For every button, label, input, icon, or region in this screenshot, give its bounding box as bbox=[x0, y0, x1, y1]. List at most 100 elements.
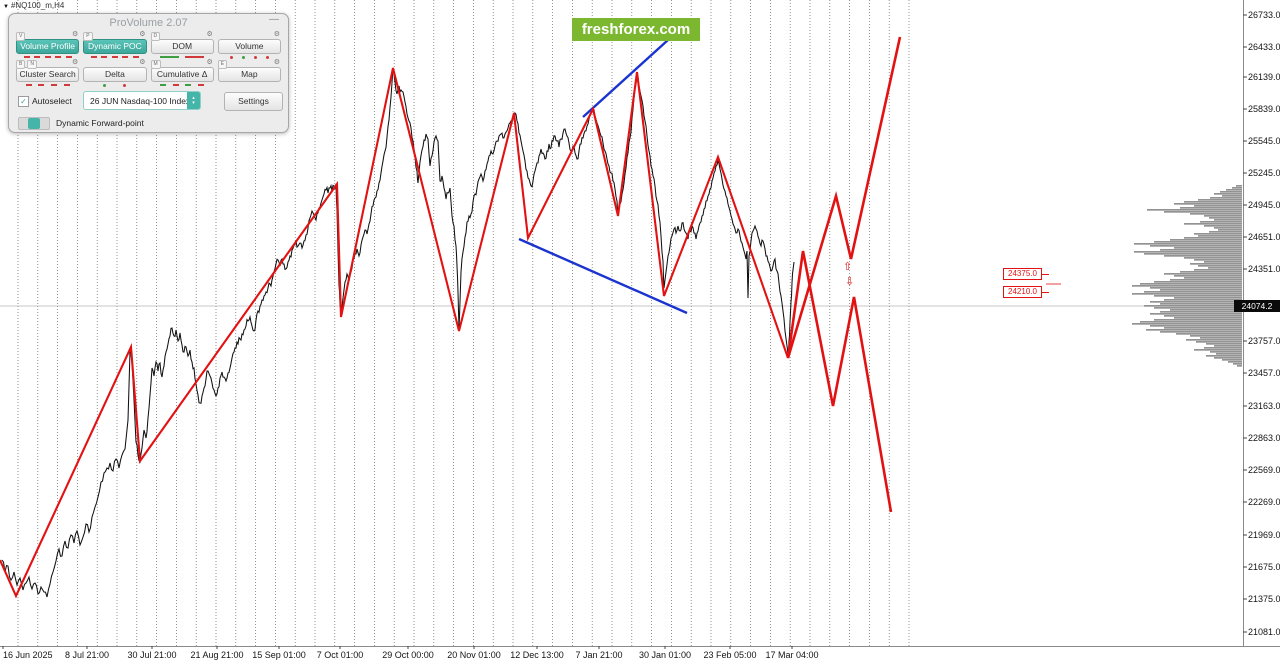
price-axis-label: 22269.0 bbox=[1248, 497, 1280, 507]
autoselect-label: Autoselect bbox=[32, 96, 72, 106]
cell-dynamic-poc: P ⚙ Dynamic POC bbox=[83, 31, 147, 60]
red-dash-indicator bbox=[44, 56, 51, 58]
cell-map: E ⚙ Map bbox=[217, 59, 281, 87]
red-dash-indicator bbox=[90, 56, 97, 58]
panel-button-grid: V ⚙ Volume Profile P ⚙ Dynamic POC D ⚙ DOM … bbox=[16, 31, 281, 88]
red-dash-indicator bbox=[23, 56, 30, 58]
price-axis-label: 25245.0 bbox=[1248, 168, 1280, 178]
red-dot-indicator bbox=[253, 55, 257, 59]
red-dash-indicator bbox=[198, 84, 205, 86]
price-axis-label: 26733.0 bbox=[1248, 10, 1280, 20]
red-dot-indicator bbox=[265, 55, 269, 59]
time-axis-label: 7 Oct 01:00 bbox=[316, 650, 364, 660]
gear-icon[interactable]: ⚙ bbox=[71, 59, 79, 66]
time-axis-label: 21 Aug 21:00 bbox=[190, 650, 244, 660]
cumulative-delta-button[interactable]: Cumulative Δ bbox=[150, 67, 214, 82]
gear-icon[interactable]: ⚙ bbox=[71, 31, 79, 38]
button-indicators bbox=[218, 54, 281, 60]
price-axis-label: 22569.0 bbox=[1248, 465, 1280, 475]
green-dot-indicator bbox=[103, 83, 107, 87]
broker-watermark: freshforex.com bbox=[572, 18, 700, 41]
sell-arrow-icon: ⇩ bbox=[845, 276, 855, 288]
gear-icon[interactable]: ⚙ bbox=[139, 59, 146, 66]
dom-button[interactable]: DOM bbox=[150, 39, 214, 54]
cluster-search-button[interactable]: Cluster Search bbox=[16, 67, 80, 82]
time-axis-label: 7 Jan 21:00 bbox=[575, 650, 623, 660]
toggle-label: Dynamic Forward-point bbox=[56, 118, 144, 128]
select-spinner-icon[interactable]: ▴ ▾ bbox=[187, 92, 200, 109]
forecast-price-flag[interactable]: 24210.0 bbox=[1003, 286, 1049, 298]
toggle-knob[interactable] bbox=[28, 118, 40, 129]
hotkey-chip: D bbox=[150, 32, 161, 41]
gear-icon[interactable]: ⚙ bbox=[206, 59, 213, 66]
time-axis-label: 20 Nov 01:00 bbox=[447, 650, 501, 660]
hotkey-chip: N bbox=[27, 60, 37, 69]
price-axis-label: 26139.0 bbox=[1248, 72, 1280, 82]
current-price-tag: 24074.2 bbox=[1234, 300, 1280, 312]
price-axis-label: 21081.0 bbox=[1248, 627, 1280, 637]
panel-title: ProVolume 2.07 bbox=[109, 17, 188, 29]
cell-delta: ⚙ Delta bbox=[83, 59, 147, 88]
gear-icon[interactable]: ⚙ bbox=[139, 31, 146, 38]
button-indicators bbox=[16, 82, 79, 88]
red-dash-indicator bbox=[55, 56, 62, 58]
forecast-price-flag[interactable]: 24375.0 bbox=[1003, 268, 1049, 280]
red-dash-indicator bbox=[63, 84, 70, 86]
green-line-indicator bbox=[159, 56, 179, 58]
button-indicators bbox=[16, 54, 79, 60]
gear-icon[interactable]: ⚙ bbox=[273, 59, 280, 66]
red-dash-indicator bbox=[111, 56, 118, 58]
price-axis-label: 25545.0 bbox=[1248, 136, 1280, 146]
time-axis-label: 17 Mar 04:00 bbox=[765, 650, 819, 660]
gear-icon[interactable]: ⚙ bbox=[206, 31, 213, 38]
symbol-text: #NQ100_m,H4 bbox=[10, 1, 65, 10]
buy-arrow-icon: ⇧ bbox=[843, 261, 853, 273]
cell-cluster-search: B N ⚙ Cluster Search bbox=[16, 59, 80, 88]
gear-icon[interactable]: ⚙ bbox=[273, 31, 280, 38]
red-dash-indicator bbox=[25, 84, 32, 86]
hotkey-chip: E bbox=[217, 60, 228, 69]
time-axis-label: 29 Oct 00:00 bbox=[382, 650, 434, 660]
volume-button[interactable]: Volume bbox=[217, 39, 281, 54]
cell-volume-profile: V ⚙ Volume Profile bbox=[16, 31, 80, 60]
cell-cumulative-delta: M ⚙ Cumulative Δ bbox=[150, 59, 214, 88]
time-axis-label: 30 Jul 21:00 bbox=[127, 650, 177, 660]
settings-button[interactable]: Settings bbox=[224, 92, 283, 111]
map-button[interactable]: Map bbox=[217, 67, 281, 82]
volume-profile-button[interactable]: Volume Profile bbox=[16, 39, 80, 54]
hotkey-chip: V bbox=[16, 32, 26, 41]
button-indicators bbox=[83, 54, 146, 60]
red-dash-indicator bbox=[172, 84, 179, 86]
green-dot-indicator bbox=[241, 55, 245, 59]
button-indicators bbox=[151, 54, 214, 60]
red-dash-indicator bbox=[122, 56, 129, 58]
time-axis-label: 12 Dec 13:00 bbox=[510, 650, 564, 660]
price-axis-label: 24651.0 bbox=[1248, 232, 1280, 242]
hotkey-chip: M bbox=[150, 60, 161, 69]
collapse-arrow-icon[interactable]: ▼ bbox=[3, 4, 9, 10]
dynamic-poc-button[interactable]: Dynamic POC bbox=[83, 39, 147, 54]
symbol-select[interactable]: 26 JUN Nasdaq-100 Index ▴ ▾ bbox=[83, 91, 201, 110]
price-axis-label: 22863.0 bbox=[1248, 433, 1280, 443]
red-line-indicator bbox=[185, 56, 205, 58]
dynamic-forward-point-toggle[interactable] bbox=[18, 117, 50, 130]
price-axis-label: 21375.0 bbox=[1248, 594, 1280, 604]
autoselect-checkbox[interactable]: ✓ bbox=[18, 96, 29, 107]
provolume-panel: ProVolume 2.07 — V ⚙ Volume Profile P ⚙ Dy… bbox=[8, 13, 289, 133]
price-axis-label: 25839.0 bbox=[1248, 104, 1280, 114]
button-indicators bbox=[83, 82, 146, 88]
time-axis-label: 15 Sep 01:00 bbox=[252, 650, 306, 660]
red-dash-indicator bbox=[132, 56, 139, 58]
button-indicators bbox=[151, 82, 214, 88]
price-axis-label: 23163.0 bbox=[1248, 401, 1280, 411]
red-dot-indicator bbox=[123, 83, 127, 87]
minimize-icon[interactable]: — bbox=[269, 14, 279, 25]
price-axis-label: 23457.0 bbox=[1248, 368, 1280, 378]
symbol-select-value: 26 JUN Nasdaq-100 Index bbox=[90, 96, 191, 106]
red-dash-indicator bbox=[65, 56, 72, 58]
price-axis-label: 26433.0 bbox=[1248, 42, 1280, 52]
delta-button[interactable]: Delta bbox=[83, 67, 147, 82]
green-dash-indicator bbox=[185, 84, 192, 86]
red-dash-indicator bbox=[50, 84, 57, 86]
